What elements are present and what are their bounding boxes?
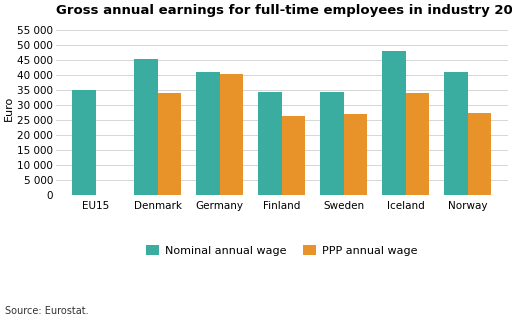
Bar	[406, 93, 429, 195]
Legend: Nominal annual wage, PPP annual wage: Nominal annual wage, PPP annual wage	[146, 245, 417, 256]
Bar	[382, 51, 406, 195]
Bar	[258, 92, 282, 195]
Text: Gross annual earnings for full-time employees in industry 2005. Euro: Gross annual earnings for full-time empl…	[56, 4, 512, 17]
Bar	[467, 113, 491, 195]
Bar	[320, 92, 344, 195]
Bar	[72, 90, 96, 195]
Bar	[158, 93, 181, 195]
Text: Source: Eurostat.: Source: Eurostat.	[5, 306, 89, 316]
Bar	[344, 114, 367, 195]
Bar	[282, 115, 305, 195]
Bar	[134, 59, 158, 195]
Bar	[444, 72, 467, 195]
Bar	[196, 72, 220, 195]
Bar	[220, 74, 243, 195]
Y-axis label: Euro: Euro	[4, 95, 14, 121]
